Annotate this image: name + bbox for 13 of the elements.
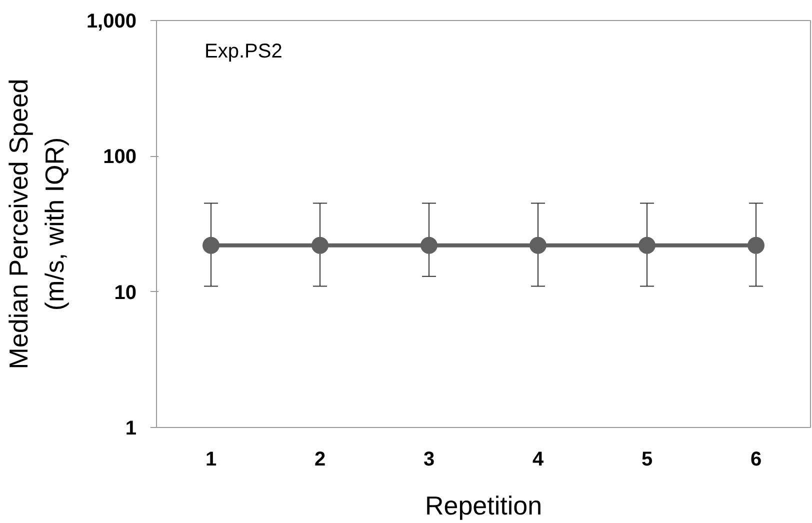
x-tick-label: 1 (205, 448, 217, 470)
y-tick-label: 1 (125, 418, 136, 440)
y-tick-label: 10 (114, 282, 137, 304)
y-axis-title: Median Perceived Speed (m/s, with IQR) (3, 78, 70, 370)
x-tick-label: 6 (750, 448, 762, 470)
x-tick-label: 3 (423, 448, 435, 470)
x-tick-label: 2 (314, 448, 326, 470)
annotation: Exp.PS2 (204, 40, 282, 62)
y-tick-label: 1,000 (86, 10, 137, 32)
x-tick-label: 4 (532, 448, 544, 470)
x-axis-title: Repetition (424, 490, 542, 520)
y-tick-label: 100 (103, 146, 137, 168)
x-tick-label: 5 (641, 448, 653, 470)
